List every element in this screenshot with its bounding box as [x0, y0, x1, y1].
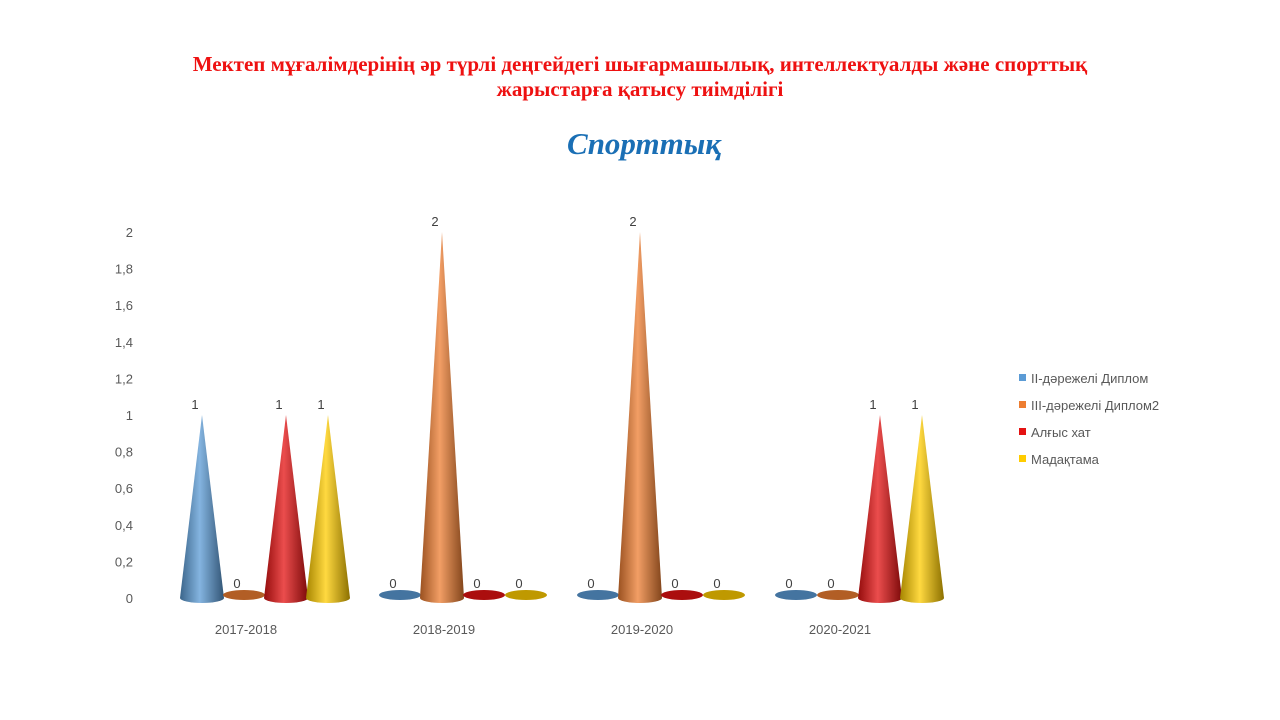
- legend-swatch: [1019, 374, 1026, 381]
- zero-cone-base: [379, 590, 421, 600]
- legend-label: III-дәрежелі Диплом2: [1031, 398, 1159, 413]
- x-tick-label: 2020-2021: [809, 622, 871, 637]
- data-label: 0: [671, 576, 678, 591]
- data-label: 1: [191, 397, 198, 412]
- zero-cone-base: [577, 590, 619, 600]
- plot-area: 1 0 1 1 0 2 0 0 0 2 0 0 0 0 1 1: [180, 214, 944, 603]
- y-tick-label: 1,8: [115, 262, 133, 277]
- data-label: 2: [629, 214, 636, 229]
- data-label: 0: [515, 576, 522, 591]
- x-tick-label: 2018-2019: [413, 622, 475, 637]
- data-label: 2: [431, 214, 438, 229]
- cone-bar: [900, 415, 944, 603]
- zero-cone-base: [703, 590, 745, 600]
- legend-swatch: [1019, 401, 1026, 408]
- data-label: 0: [587, 576, 594, 591]
- chart-title: Спорттық: [567, 126, 721, 161]
- y-tick-label: 0,6: [115, 481, 133, 496]
- zero-cone-base: [775, 590, 817, 600]
- y-tick-label: 1,6: [115, 298, 133, 313]
- y-tick-label: 2: [126, 225, 133, 240]
- zero-cone-base: [463, 590, 505, 600]
- data-label: 1: [317, 397, 324, 412]
- y-tick-label: 0,2: [115, 554, 133, 569]
- legend: II-дәрежелі Диплом III-дәрежелі Диплом2 Ал…: [1019, 371, 1159, 467]
- zero-cone-base: [817, 590, 859, 600]
- data-label: 0: [473, 576, 480, 591]
- x-tick-label: 2017-2018: [215, 622, 277, 637]
- data-label: 0: [713, 576, 720, 591]
- data-label: 0: [389, 576, 396, 591]
- y-tick-label: 1,4: [115, 335, 133, 350]
- cone-bar: [306, 415, 350, 603]
- slide-title: Мектеп мұғалімдерінің әр түрлі деңгейдег…: [0, 52, 1280, 102]
- y-tick-label: 1,2: [115, 371, 133, 386]
- slide-title-line-1: Мектеп мұғалімдерінің әр түрлі деңгейдег…: [192, 52, 1088, 76]
- zero-cone-base: [505, 590, 547, 600]
- y-tick-label: 0,8: [115, 445, 133, 460]
- cone-bar: [264, 415, 308, 603]
- legend-label: II-дәрежелі Диплом: [1031, 371, 1148, 386]
- slide-title-line-2: жарыстарға қатысу тиімділігі: [496, 77, 784, 101]
- legend-swatch: [1019, 455, 1026, 462]
- legend-swatch: [1019, 428, 1026, 435]
- y-tick-label: 1: [126, 408, 133, 423]
- data-label: 0: [785, 576, 792, 591]
- y-axis: 0 0,2 0,4 0,6 0,8 1 1,2 1,4 1,6 1,8 2: [115, 225, 133, 606]
- zero-cone-base: [223, 590, 265, 600]
- y-tick-label: 0: [126, 591, 133, 606]
- data-label: 1: [869, 397, 876, 412]
- data-label: 0: [233, 576, 240, 591]
- legend-label: Алғыс хат: [1031, 425, 1091, 440]
- data-label: 1: [275, 397, 282, 412]
- cone-bar: [420, 232, 464, 603]
- legend-label: Мадақтама: [1031, 452, 1100, 467]
- x-axis: 2017-2018 2018-2019 2019-2020 2020-2021: [215, 622, 871, 637]
- zero-cone-base: [661, 590, 703, 600]
- cone-bar: [180, 415, 224, 603]
- cone-bar: [858, 415, 902, 603]
- data-label: 0: [827, 576, 834, 591]
- data-label: 1: [911, 397, 918, 412]
- cone-bar: [618, 232, 662, 603]
- x-tick-label: 2019-2020: [611, 622, 673, 637]
- y-tick-label: 0,4: [115, 518, 133, 533]
